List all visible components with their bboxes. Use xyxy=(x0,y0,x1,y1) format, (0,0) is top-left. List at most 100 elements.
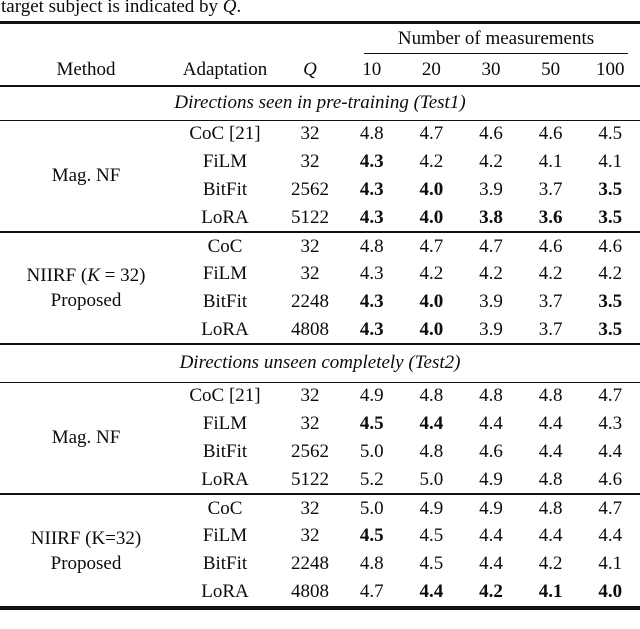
method-line: Mag. NF xyxy=(0,163,172,188)
value-cell: 4.0 xyxy=(419,318,444,340)
value-cell: 4.8 xyxy=(479,385,503,407)
adaptation-cell: LoRA xyxy=(201,581,249,602)
value-cell: 3.5 xyxy=(598,291,623,312)
value-cell: 3.7 xyxy=(538,291,563,312)
q-cell: 32 xyxy=(300,123,320,145)
value-cell: 4.4 xyxy=(479,553,503,574)
value-cell: 3.7 xyxy=(538,318,563,340)
adaptation-cell: LoRA xyxy=(201,318,249,340)
col-header-50: 50 xyxy=(520,54,581,87)
header-spacer xyxy=(0,24,342,54)
value-cell: 4.2 xyxy=(479,263,503,284)
table-row: BitFit 2562 5.0 4.8 4.6 4.4 4.4 xyxy=(0,438,640,466)
value-cell: 4.6 xyxy=(538,123,563,145)
value-cell: 4.4 xyxy=(419,581,444,602)
method-text: Proposed xyxy=(50,290,122,311)
method-line: Mag. NF xyxy=(0,425,172,450)
value-cell: 4.8 xyxy=(419,441,444,462)
table-row: NIIRF (K=32) Proposed CoC 32 5.0 4.9 4.9 4.8 4.7 xyxy=(0,493,640,606)
value-cell: 4.8 xyxy=(520,493,581,522)
value-cell: 3.9 xyxy=(479,318,503,340)
adaptation-cell: CoC [21] xyxy=(189,123,261,145)
value-cell: 3.6 xyxy=(538,206,563,228)
value-cell: 4.3 xyxy=(598,413,623,434)
value-cell: 5.0 xyxy=(419,468,444,490)
col-header-adaptation: Adaptation xyxy=(172,54,278,87)
value-cell: 3.5 xyxy=(598,206,623,228)
section-title: Directions seen in pre-training (Test1) xyxy=(174,92,466,114)
value-cell: 4.4 xyxy=(538,525,563,546)
value-cell: 4.3 xyxy=(359,291,384,312)
value-cell: 4.2 xyxy=(538,553,563,574)
adaptation-cell: FiLM xyxy=(202,151,248,172)
value-cell: 4.3 xyxy=(359,151,384,172)
value-cell: 4.9 xyxy=(401,493,462,522)
method-text: NIIRF ( xyxy=(26,265,88,286)
q-cell: 4808 xyxy=(291,581,329,602)
value-cell: 4.8 xyxy=(538,468,563,490)
value-cell: 4.4 xyxy=(598,441,623,462)
q-cell: 2248 xyxy=(291,291,329,312)
measurements-group-header: Number of measurements xyxy=(342,24,640,54)
adaptation-cell: FiLM xyxy=(202,413,248,434)
value-cell: 4.9 xyxy=(479,468,503,490)
value-cell: 4.0 xyxy=(419,179,444,200)
table-header: Number of measurements Method Adaptation Q… xyxy=(0,24,640,87)
q-cell: 32 xyxy=(278,231,342,260)
col-header-method: Method xyxy=(0,54,172,87)
value-cell: 3.8 xyxy=(479,206,503,228)
results-table: Number of measurements Method Adaptation Q… xyxy=(0,24,640,606)
value-cell: 4.0 xyxy=(419,291,444,312)
table-row: LoRA 5122 4.3 4.0 3.8 3.6 3.5 xyxy=(0,204,640,232)
value-cell: 3.9 xyxy=(479,179,503,200)
adaptation-cell: CoC [21] xyxy=(189,385,261,407)
value-cell: 4.5 xyxy=(598,123,623,145)
measurements-group-label: Number of measurements xyxy=(364,28,629,54)
value-cell: 4.1 xyxy=(538,581,563,602)
value-cell: 4.8 xyxy=(359,123,384,145)
value-cell: 4.2 xyxy=(419,263,444,284)
adaptation-cell: FiLM xyxy=(202,525,248,546)
value-cell: 4.7 xyxy=(401,231,462,260)
bottom-rule xyxy=(0,606,640,610)
col-header-100: 100 xyxy=(580,54,640,87)
top-rule xyxy=(0,21,640,24)
value-cell: 3.5 xyxy=(598,179,623,200)
value-cell: 4.7 xyxy=(419,123,444,145)
value-cell: 5.2 xyxy=(359,468,384,490)
value-cell: 4.4 xyxy=(598,525,623,546)
value-cell: 4.9 xyxy=(461,493,521,522)
table-row: BitFit 2562 4.3 4.0 3.9 3.7 3.5 xyxy=(0,176,640,204)
table-row: Mag. NF CoC [21] 32 4.8 4.7 4.6 4.6 4.5 xyxy=(0,120,640,186)
col-header-q: Q xyxy=(278,54,342,87)
value-cell: 4.3 xyxy=(359,318,384,340)
col-header-30: 30 xyxy=(461,54,521,87)
value-cell: 3.9 xyxy=(479,291,503,312)
col-header-20: 20 xyxy=(401,54,462,87)
table-caption: target subject is indicated by Q. xyxy=(0,0,640,18)
value-cell: 4.6 xyxy=(520,231,581,260)
caption-text: target subject is indicated by xyxy=(1,0,223,17)
value-cell: 4.5 xyxy=(419,525,444,546)
value-cell: 4.1 xyxy=(598,151,623,172)
value-cell: 4.5 xyxy=(419,553,444,574)
method-text: Proposed xyxy=(50,552,122,574)
q-cell: 32 xyxy=(278,493,342,522)
value-cell: 5.0 xyxy=(359,441,384,462)
value-cell: 4.8 xyxy=(538,385,563,407)
table-row: BitFit 2248 4.3 4.0 3.9 3.7 3.5 xyxy=(0,288,640,316)
value-cell: 4.3 xyxy=(359,179,384,200)
value-cell: 4.0 xyxy=(598,581,623,602)
value-cell: 4.7 xyxy=(359,581,384,602)
value-cell: 4.5 xyxy=(359,525,384,546)
value-cell: 3.7 xyxy=(538,179,563,200)
adaptation-cell: BitFit xyxy=(202,179,248,200)
adaptation-cell: CoC xyxy=(172,493,278,522)
adaptation-cell: CoC xyxy=(172,231,278,260)
table-row: NIIRF (K = 32) Proposed CoC 32 4.8 4.7 4.7 4.6 4… xyxy=(0,231,640,344)
value-cell: 4.2 xyxy=(479,151,503,172)
value-cell: 4.4 xyxy=(538,413,563,434)
table-row: FiLM 32 4.3 4.2 4.2 4.2 4.2 xyxy=(0,260,640,288)
value-cell: 5.0 xyxy=(342,493,402,522)
value-cell: 4.8 xyxy=(359,553,384,574)
